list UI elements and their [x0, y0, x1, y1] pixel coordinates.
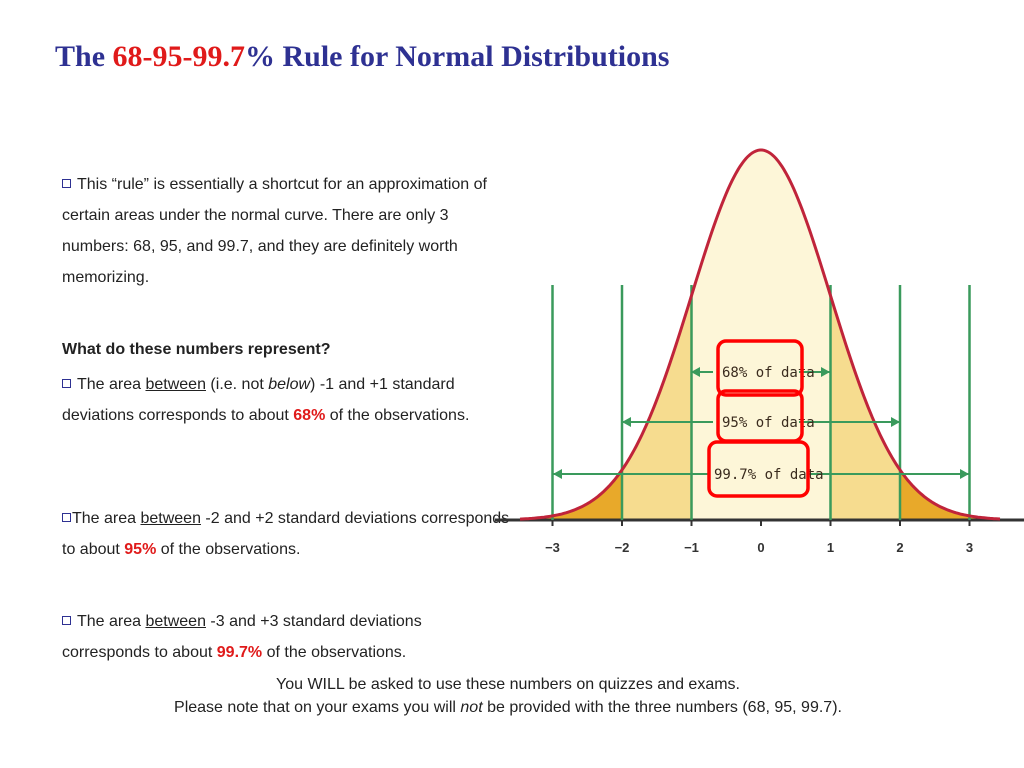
bullet-68: The area between (i.e. not below) -1 and…	[62, 376, 470, 424]
tick-labels: −3 −2 −1 0 1 2 3	[545, 540, 973, 555]
label-95: 95% of data	[722, 415, 815, 431]
bullet-square-icon	[62, 513, 71, 522]
box-997	[707, 440, 810, 498]
normal-curve-figure: 68% of data 95% of data 99.7% of data −3…	[495, 148, 1024, 555]
arrowhead	[821, 367, 830, 377]
footer-note: You WILL be asked to use these numbers o…	[0, 673, 1016, 719]
arrowhead	[891, 417, 900, 427]
pct-68: 68%	[293, 407, 326, 424]
bullet-square-icon	[62, 379, 71, 388]
title-highlight: 68-95-99.7	[112, 40, 245, 73]
arrowhead	[553, 469, 562, 479]
box-68	[716, 339, 804, 397]
arrowhead	[691, 367, 700, 377]
footer-line-1: You WILL be asked to use these numbers o…	[276, 676, 740, 693]
fill-left-tail	[520, 469, 622, 520]
arrowhead	[960, 469, 969, 479]
arrowhead	[622, 417, 631, 427]
tick-label: 3	[966, 540, 973, 555]
bullet-997: The area between -3 and +3 standard devi…	[62, 613, 422, 661]
tick-label: −3	[545, 540, 560, 555]
question-heading: What do these numbers represent?	[62, 341, 331, 358]
intro-paragraph: This “rule” is essentially a shortcut fo…	[62, 176, 487, 286]
label-68: 68% of data	[722, 365, 815, 381]
tick-label: 2	[896, 540, 903, 555]
arrowheads	[553, 367, 969, 479]
tick-label: −2	[615, 540, 630, 555]
range-labels: 68% of data 95% of data 99.7% of data	[708, 362, 824, 483]
fill-right-tail	[900, 469, 1000, 520]
bullet-square-icon	[62, 616, 71, 625]
x-axis-ticks	[551, 520, 971, 526]
label-997: 99.7% of data	[714, 467, 824, 483]
bullet-95: The area between -2 and +2 standard devi…	[62, 510, 510, 558]
tick-label: −1	[684, 540, 699, 555]
tick-label: 0	[757, 540, 764, 555]
normal-curve-line	[519, 148, 1001, 521]
sd-vertical-lines	[551, 285, 971, 520]
tick-label: 1	[827, 540, 834, 555]
bullet-square-icon	[62, 179, 71, 188]
highlight-boxes	[707, 339, 810, 498]
page-title: The 68-95-99.7% Rule for Normal Distribu…	[55, 40, 670, 73]
pct-95: 95%	[124, 541, 157, 558]
footer-line-2: Please note that on your exams you will …	[174, 699, 842, 716]
pct-997: 99.7%	[216, 644, 263, 661]
